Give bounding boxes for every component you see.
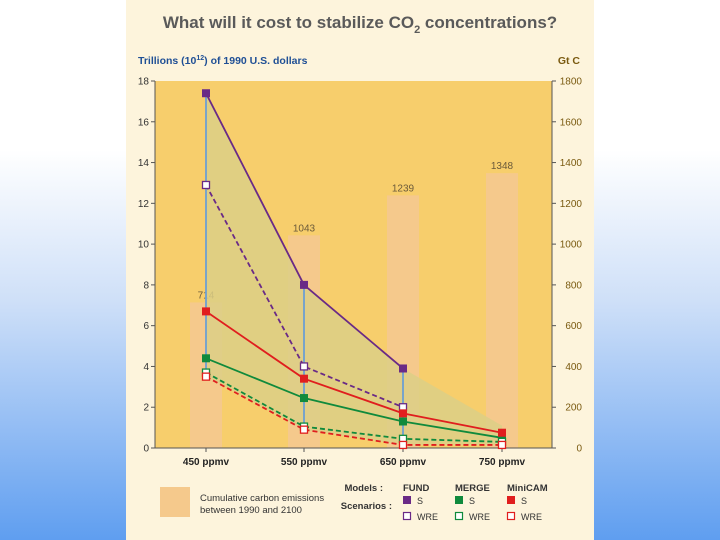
legend-scenarios-label: Scenarios :: [341, 501, 392, 512]
legend-fund-s-marker: [403, 496, 411, 504]
legend-fund-wre-marker: [402, 511, 412, 521]
marker-minicam-wre-550-ppmv: [299, 425, 309, 434]
chart-title-main: What will it cost to stabilize CO: [163, 13, 414, 32]
legend-fund-wre-label: WRE: [417, 512, 438, 522]
marker-fund-wre-450-ppmv: [201, 180, 211, 190]
marker-minicam-s-450-ppmv: [202, 307, 210, 316]
legend-merge-s-label: S: [469, 496, 475, 506]
right-tick-label-800: 800: [565, 280, 582, 291]
legend-bar-label-line1: Cumulative carbon emissions: [200, 493, 324, 504]
legend-bar-label-line2: between 1990 and 2100: [200, 505, 302, 516]
legend-merge-s-marker: [455, 496, 463, 504]
x-tick-label-650-ppmv: 650 ppmv: [380, 457, 427, 468]
left-tick-label-8: 8: [143, 280, 149, 291]
legend-minicam-s-marker: [507, 496, 515, 504]
marker-minicam-wre-450-ppmv: [201, 372, 211, 381]
chart-title-subscript: 2: [414, 24, 420, 36]
right-tick-label-400: 400: [565, 362, 582, 373]
marker-merge-s-450-ppmv: [202, 354, 210, 363]
legend-model-fund: FUND: [403, 483, 430, 494]
legend-model-minicam: MiniCAM: [507, 483, 548, 494]
right-tick-label-1000: 1000: [560, 240, 583, 251]
left-axis-label-sup: 12: [196, 55, 204, 62]
marker-merge-s-550-ppmv: [300, 394, 308, 403]
emission-bar-label-550-ppmv: 1043: [293, 223, 316, 234]
legend-merge-wre-marker: [454, 511, 464, 521]
marker-minicam-s-750-ppmv: [498, 428, 506, 437]
series-line-minicam-s: [205, 310, 503, 434]
left-tick-label-18: 18: [138, 77, 150, 88]
legend-model-merge: MERGE: [455, 483, 490, 494]
legend-models-label: Models :: [344, 483, 383, 494]
right-tick-label-600: 600: [565, 321, 582, 332]
right-tick-label-1600: 1600: [560, 117, 583, 128]
marker-merge-s-650-ppmv: [399, 417, 407, 426]
left-axis-label: Trillions (1012) of 1990 U.S. dollars: [138, 55, 308, 67]
left-tick-label-10: 10: [138, 240, 150, 251]
legend: Cumulative carbon emissions between 1990…: [160, 483, 548, 522]
legend-fund-s-label: S: [417, 496, 423, 506]
series-line-fund-wre: [205, 184, 404, 409]
x-tick-label-550-ppmv: 550 ppmv: [281, 457, 328, 468]
legend-bar-swatch: [160, 487, 190, 517]
left-tick-label-12: 12: [138, 199, 150, 210]
left-tick-label-16: 16: [138, 117, 150, 128]
left-tick-label-6: 6: [143, 321, 149, 332]
legend-minicam-wre-marker: [506, 511, 516, 521]
chart-title: What will it cost to stabilize CO2 conce…: [163, 13, 557, 36]
left-tick-label-2: 2: [143, 403, 149, 414]
marker-fund-wre-550-ppmv: [299, 362, 309, 371]
marker-minicam-s-650-ppmv: [399, 409, 407, 418]
series-line-merge-s: [205, 357, 503, 439]
emission-bar-label-650-ppmv: 1239: [392, 183, 415, 194]
left-tick-label-14: 14: [138, 158, 150, 169]
series-line-merge-wre: [205, 371, 503, 443]
emission-bar-label-750-ppmv: 1348: [491, 161, 514, 172]
left-axis-label-b: ) of 1990 U.S. dollars: [204, 55, 307, 67]
series-markers: [201, 89, 507, 450]
marker-minicam-wre-750-ppmv: [497, 440, 507, 450]
right-axis-label: Gt C: [558, 55, 581, 67]
right-tick-label-1800: 1800: [560, 77, 583, 88]
legend-minicam-wre-label: WRE: [521, 512, 542, 522]
marker-fund-s-650-ppmv: [399, 364, 407, 373]
left-tick-label-4: 4: [143, 362, 149, 373]
right-tick-label-1200: 1200: [560, 199, 583, 210]
legend-minicam-s-label: S: [521, 496, 527, 506]
series-line-minicam-wre: [205, 375, 502, 446]
marker-fund-s-450-ppmv: [202, 89, 210, 98]
cost-range-band: [206, 93, 502, 445]
chart-title-tail: concentrations?: [420, 13, 557, 32]
emission-bar-750-ppmv: [486, 173, 518, 448]
x-tick-label-450-ppmv: 450 ppmv: [183, 457, 230, 468]
left-tick-label-0: 0: [143, 444, 149, 455]
x-tick-label-750-ppmv: 750 ppmv: [479, 457, 526, 468]
marker-minicam-wre-650-ppmv: [398, 440, 408, 450]
right-tick-label-200: 200: [565, 403, 582, 414]
axes: 0 2 4 6 8 10 12 14 16 18 0 200 400 600 800 1000 1200 1400…: [138, 77, 583, 469]
right-tick-label-0: 0: [576, 444, 582, 455]
legend-merge-wre-label: WRE: [469, 512, 490, 522]
marker-fund-s-550-ppmv: [300, 280, 308, 289]
marker-minicam-s-550-ppmv: [300, 374, 308, 383]
right-tick-label-1400: 1400: [560, 158, 583, 169]
left-axis-label-a: Trillions (10: [138, 55, 197, 67]
